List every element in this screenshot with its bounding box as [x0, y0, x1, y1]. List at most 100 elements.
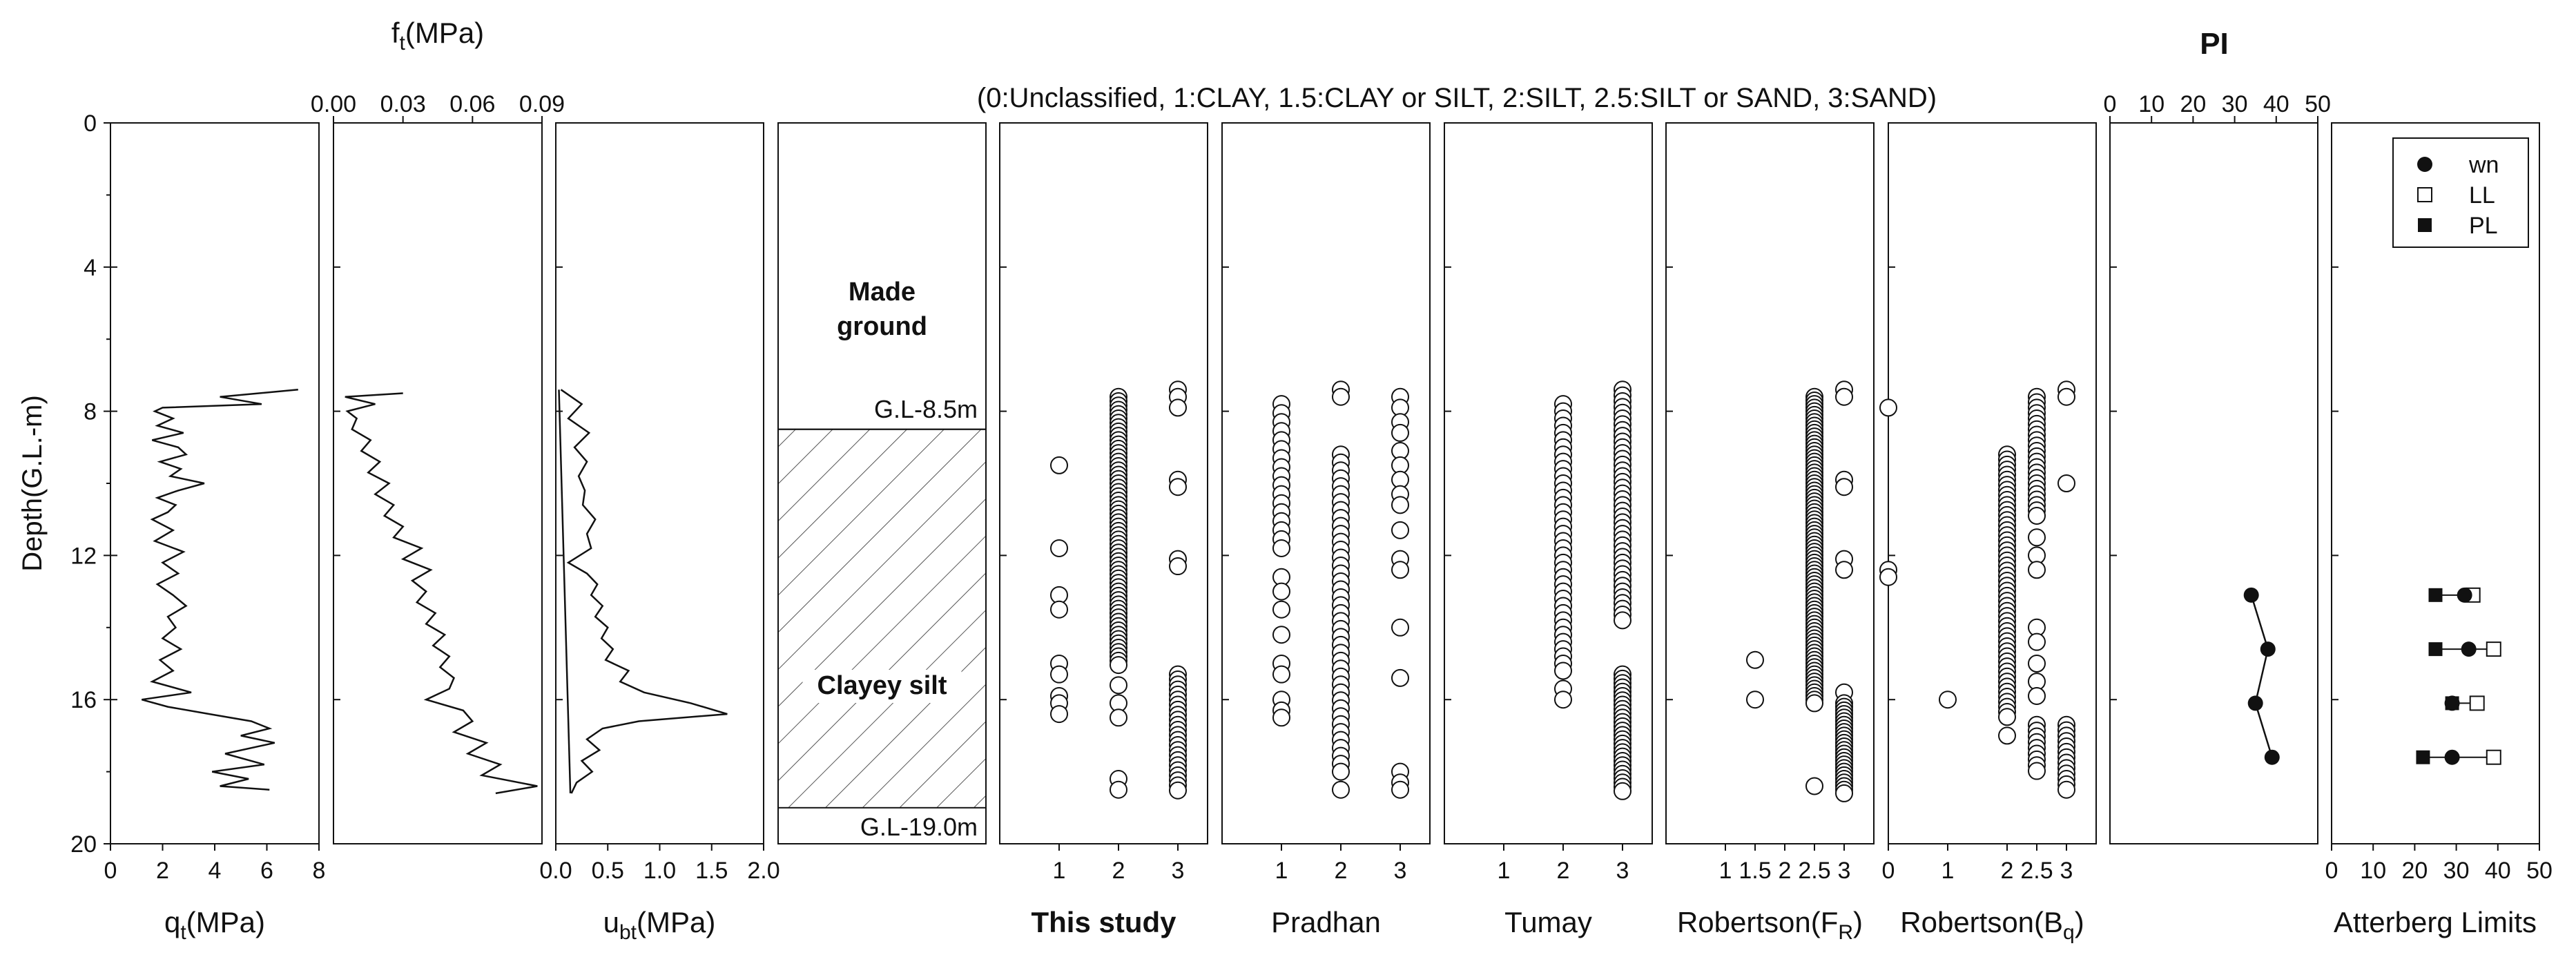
- robertson_bq-point: [1879, 398, 1897, 417]
- tumay-point: [1554, 690, 1572, 709]
- panel-frame-atterberg: [2331, 122, 2540, 844]
- x-tick-label-this_study: 1: [1053, 858, 1066, 884]
- x-tick-label-atterberg: 10: [2360, 858, 2386, 884]
- pradhan-point: [1391, 668, 1409, 687]
- x-tick-label-robertson_fr: 2: [1779, 858, 1792, 884]
- depth-tick-label: 16: [70, 687, 97, 713]
- x-tick-label-ubt: 2.0: [747, 858, 779, 884]
- strata-label-ground: ground: [837, 312, 927, 341]
- pradhan-point: [1391, 561, 1409, 579]
- this_study-point: [1169, 478, 1187, 496]
- x-tick-label-qt: 4: [209, 858, 222, 884]
- depth-tick-label: 20: [70, 831, 97, 858]
- tumay-point: [1614, 782, 1631, 800]
- x-tick-label-this_study: 3: [1172, 858, 1185, 884]
- robertson_bq-point: [2057, 474, 2075, 492]
- x-tick-label-atterberg: 0: [2325, 858, 2338, 884]
- pl-marker: [2428, 588, 2443, 602]
- this_study-point: [1050, 600, 1068, 619]
- this_study-point: [1050, 539, 1068, 557]
- this_study-point: [1110, 676, 1127, 695]
- panel-frame-pradhan: [1221, 122, 1431, 844]
- legend-ll-marker: [2417, 187, 2432, 202]
- this_study-point: [1110, 780, 1127, 799]
- robertson_fr-point: [1805, 777, 1823, 795]
- panel-frame-robertson_fr: [1665, 122, 1875, 844]
- x-tick-label-robertson_bq: 2.5: [2020, 858, 2053, 884]
- qt-axis-label: qt(MPa): [164, 906, 265, 944]
- robertson_bq-point: [2028, 506, 2046, 525]
- x-tick-label-tumay: 2: [1557, 858, 1570, 884]
- robertson_bq-point: [1998, 708, 2016, 726]
- panel-frame-ft: [333, 122, 543, 844]
- x-tick-label-robertson_fr: 1.5: [1739, 858, 1771, 884]
- pradhan-title: Pradhan: [1271, 906, 1381, 938]
- ll-marker: [2469, 695, 2485, 711]
- pradhan-point: [1272, 626, 1290, 644]
- marker-gl-8-5: G.L-8.5m: [874, 395, 978, 423]
- robertson_bq-point: [2028, 561, 2046, 579]
- robertson_bq-point: [2057, 387, 2075, 406]
- pradhan-point: [1272, 708, 1290, 727]
- pradhan-point: [1391, 780, 1409, 799]
- x-tick-label-atterberg: 20: [2401, 858, 2428, 884]
- top-tick-label-pi: 10: [2138, 91, 2165, 117]
- pi-series-line: [2250, 595, 2273, 758]
- top-tick-label-pi: 40: [2263, 91, 2289, 117]
- top-tick-label-ft: 0.03: [380, 91, 426, 117]
- pradhan-point: [1391, 521, 1409, 539]
- tumay-title: Tumay: [1504, 906, 1592, 938]
- tumay-point: [1554, 661, 1572, 680]
- x-tick-label-ubt: 0.5: [592, 858, 624, 884]
- marker-gl-19-0: G.L-19.0m: [860, 813, 978, 841]
- wn-marker: [2444, 749, 2460, 765]
- x-tick-label-ubt: 1.0: [643, 858, 676, 884]
- this_study-point: [1169, 398, 1187, 417]
- panel-frame-qt: [110, 122, 320, 844]
- x-tick-label-robertson_bq: 3: [2060, 858, 2073, 884]
- robertson_bq-point: [2028, 686, 2046, 705]
- x-tick-label-pradhan: 3: [1394, 858, 1407, 884]
- qt-series-line: [141, 389, 298, 791]
- this_study-point: [1050, 705, 1068, 724]
- legend-PL-label: PL: [2469, 213, 2498, 239]
- x-tick-label-atterberg: 30: [2443, 858, 2470, 884]
- ft-series-line: [345, 392, 538, 795]
- panel-frame-tumay: [1444, 122, 1653, 844]
- ll-marker: [2486, 749, 2501, 765]
- robertson_fr-point: [1835, 561, 1853, 579]
- x-tick-label-qt: 0: [104, 858, 117, 884]
- robertson_bq-point: [2028, 528, 2046, 547]
- ft-axis-label: ft(MPa): [391, 17, 484, 55]
- robertson_fr-title: Robertson(FR): [1677, 906, 1863, 944]
- panel-frame-this_study: [999, 122, 1208, 844]
- x-tick-label-robertson_bq: 1: [1941, 858, 1955, 884]
- top-tick-label-ft: 0.06: [449, 91, 495, 117]
- pi-point: [2247, 695, 2263, 711]
- top-tick-label-pi: 0: [2104, 91, 2117, 117]
- depth-tick-label: 8: [84, 399, 97, 425]
- pi-point: [2243, 587, 2259, 603]
- depth-tick-label: 0: [84, 110, 97, 137]
- pi-point: [2260, 641, 2276, 657]
- robertson_bq-title: Robertson(Bq): [1900, 906, 2084, 944]
- x-tick-label-pradhan: 2: [1335, 858, 1348, 884]
- legend-pl-marker: [2418, 218, 2432, 232]
- panel-frame-ubt: [555, 122, 764, 844]
- pradhan-point: [1391, 423, 1409, 442]
- legend-wn-marker: [2417, 157, 2432, 172]
- pradhan-point: [1391, 496, 1409, 514]
- pl-marker: [2428, 642, 2443, 657]
- classification-legend: (0:Unclassified, 1:CLAY, 1.5:CLAY or SIL…: [977, 83, 1937, 113]
- panel-frame-pi: [2109, 122, 2318, 844]
- x-tick-label-tumay: 3: [1616, 858, 1629, 884]
- ubt-axis-label: ubt(MPa): [603, 906, 716, 944]
- strata-label-made: Made: [849, 278, 916, 307]
- x-tick-label-robertson_fr: 3: [1838, 858, 1851, 884]
- robertson_bq-point: [2028, 762, 2046, 780]
- x-tick-label-qt: 6: [260, 858, 273, 884]
- robertson_bq-point: [2028, 632, 2046, 651]
- pradhan-point: [1272, 665, 1290, 684]
- top-tick-label-ft: 0.09: [519, 91, 565, 117]
